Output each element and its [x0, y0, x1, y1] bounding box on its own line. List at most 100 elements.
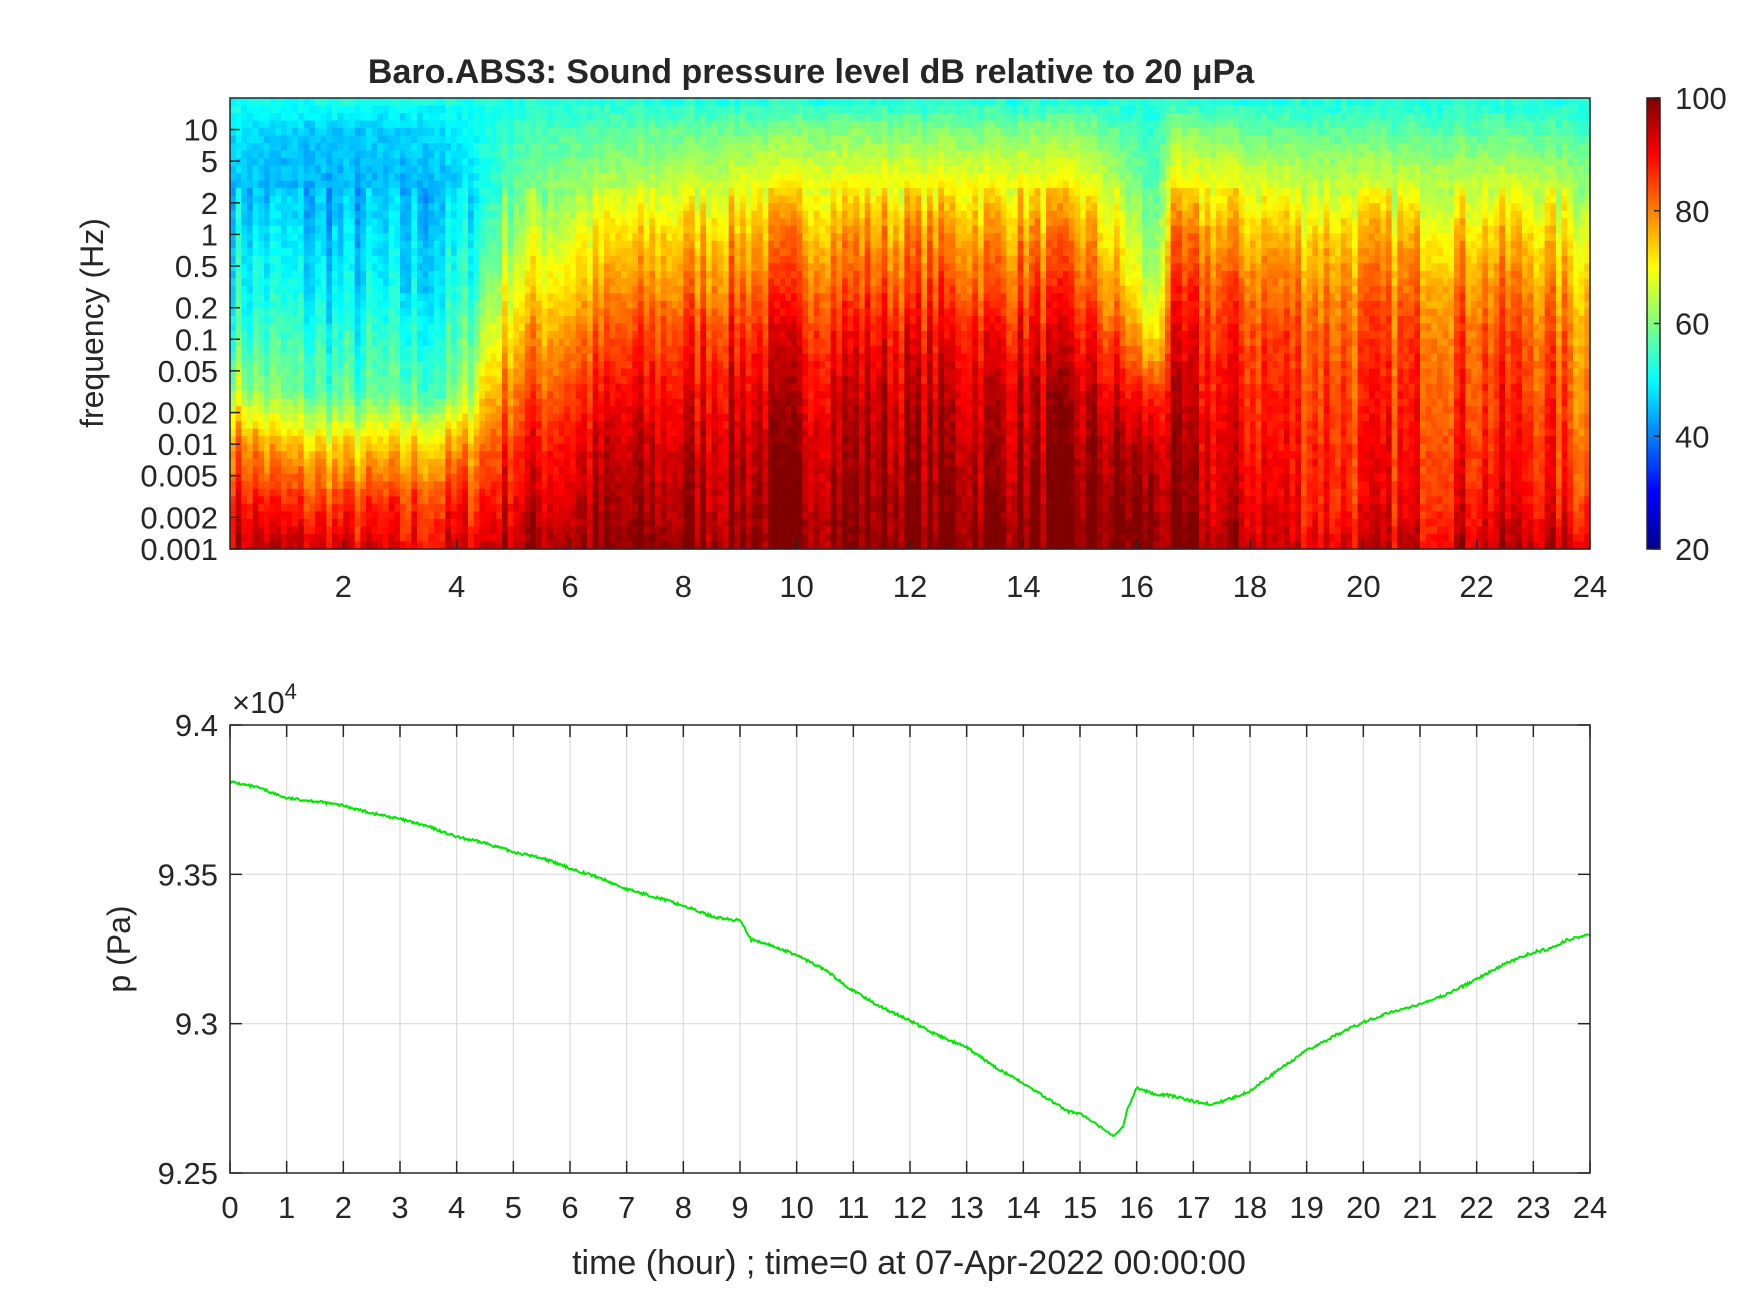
spectrogram-cell	[519, 218, 526, 227]
spectrogram-cell	[1567, 195, 1574, 204]
spectrogram-cell	[677, 105, 684, 114]
spectrogram-cell	[315, 248, 322, 257]
spectrogram-cell	[235, 248, 242, 257]
spectrogram-cell	[762, 218, 769, 227]
spectrogram-cell	[927, 225, 934, 234]
spectrogram-cell	[1346, 105, 1353, 114]
spectrogram-cell	[621, 180, 628, 189]
spectrogram-cell	[853, 150, 860, 159]
spectrogram-cell	[683, 180, 690, 189]
spectrogram-cell	[836, 105, 843, 114]
spectrogram-cell	[768, 135, 775, 144]
spectrogram-cell	[230, 165, 237, 174]
spectrogram-cell	[717, 188, 724, 197]
spectrogram-cell	[524, 188, 531, 197]
spectrogram-cell	[1029, 113, 1036, 122]
spectrogram-cell	[1386, 218, 1393, 227]
spectrogram-cell	[366, 240, 373, 249]
spectrogram-cell	[1210, 240, 1217, 249]
spectrogram-cell	[955, 128, 962, 137]
spectrogram-cell	[1170, 188, 1177, 197]
spectrogram-cell	[1437, 105, 1444, 114]
spectrogram-cell	[490, 143, 497, 152]
spectrogram-cell	[1550, 98, 1557, 107]
spectrogram-cell	[326, 113, 333, 122]
spectrogram-cell	[371, 188, 378, 197]
spectrogram-cell	[252, 135, 259, 144]
spectrogram-cell	[689, 105, 696, 114]
spectrogram-cell	[1091, 225, 1098, 234]
spectrogram-cell	[1165, 143, 1172, 152]
spectrogram-cell	[269, 143, 276, 152]
spectrogram-cell	[689, 150, 696, 159]
spectrogram-cell	[1210, 188, 1217, 197]
spectrogram-cell	[332, 210, 339, 219]
spectrogram-cell	[1488, 195, 1495, 204]
spectrogram-cell	[898, 218, 905, 227]
spectrogram-cell	[887, 233, 894, 242]
spectrogram-cell	[1323, 158, 1330, 167]
spectrogram-cell	[309, 135, 316, 144]
spectrogram-cell	[893, 150, 900, 159]
spectrogram-cell	[1550, 218, 1557, 227]
spectrogram-cell	[524, 218, 531, 227]
spectrogram-cell	[1295, 240, 1302, 249]
spectrogram-cell	[847, 233, 854, 242]
spectrogram-cell	[944, 218, 951, 227]
spectrogram-cell	[303, 240, 310, 249]
spectrogram-cell	[655, 173, 662, 182]
spectrogram-cell	[1573, 105, 1580, 114]
spectrogram-cell	[938, 188, 945, 197]
spectrogram-cell	[1522, 233, 1529, 242]
spectrogram-cell	[1159, 218, 1166, 227]
spectrogram-cell	[439, 188, 446, 197]
spectrogram-cell	[298, 248, 305, 257]
spectrogram-cell	[751, 180, 758, 189]
spectrogram-cell	[1012, 113, 1019, 122]
spectrogram-cell	[1125, 128, 1132, 137]
spectrogram-cell	[978, 165, 985, 174]
spectrogram-cell	[774, 248, 781, 257]
spectrogram-cell	[1000, 128, 1007, 137]
spectrogram-cell	[303, 195, 310, 204]
spectrogram-cell	[241, 248, 248, 257]
spectrogram-cell	[1550, 128, 1557, 137]
spectrogram-cell	[1233, 180, 1240, 189]
spectrogram-cell	[439, 98, 446, 107]
spectrogram-cell	[802, 128, 809, 137]
spectrogram-cell	[927, 113, 934, 122]
spectrogram-cell	[1029, 233, 1036, 242]
spectrogram-cell	[1227, 165, 1234, 174]
spectrogram-cell	[1482, 128, 1489, 137]
spectrogram-cell	[383, 173, 390, 182]
spectrogram-cell	[864, 158, 871, 167]
spectrogram-cell	[519, 240, 526, 249]
spectrogram-cell	[825, 128, 832, 137]
spectrogram-cell	[309, 120, 316, 129]
spectrogram-cell	[1063, 248, 1070, 257]
spectrogram-cell	[1182, 98, 1189, 107]
spectrogram-cell	[1012, 143, 1019, 152]
spectrogram-cell	[915, 143, 922, 152]
spectrogram-cell	[910, 98, 917, 107]
spectrogram-cell	[1114, 120, 1121, 129]
spectrogram-cell	[870, 210, 877, 219]
spectrogram-cell	[1080, 158, 1087, 167]
spectrogram-cell	[581, 113, 588, 122]
spectrogram-cell	[1182, 113, 1189, 122]
spectrogram-cell	[1425, 210, 1432, 219]
spectrogram-cell	[734, 165, 741, 174]
spectrogram-cell	[961, 225, 968, 234]
spectrogram-cell	[598, 173, 605, 182]
spectrogram-cell	[796, 240, 803, 249]
spectrogram-cell	[938, 135, 945, 144]
spectrogram-cell	[1159, 98, 1166, 107]
spectrogram-cell	[581, 233, 588, 242]
spectrogram-cell	[694, 158, 701, 167]
spectrogram-cell	[955, 150, 962, 159]
spectrogram-cell	[785, 203, 792, 212]
spectrogram-cell	[615, 233, 622, 242]
spectrogram-cell	[241, 233, 248, 242]
spectrogram-cell	[564, 173, 571, 182]
spectrogram-cell	[683, 195, 690, 204]
